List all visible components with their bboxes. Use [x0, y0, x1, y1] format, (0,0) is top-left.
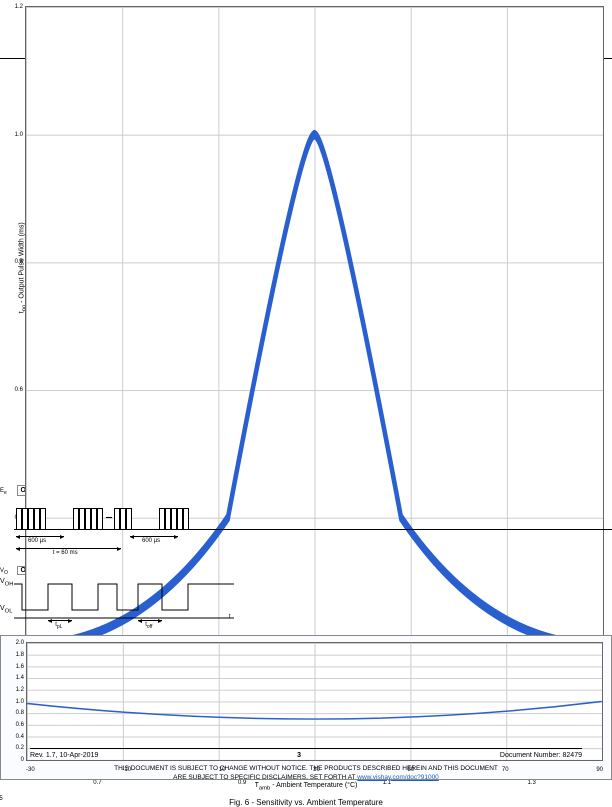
footer-rev: Rev. 1.7, 10-Apr-2019 — [30, 752, 98, 759]
footer-disclaimer: THIS DOCUMENT IS SUBJECT TO CHANGE WITHO… — [30, 765, 582, 782]
footer-page: 3 — [297, 752, 301, 759]
disclaimer-link[interactable]: www.vishay.com/doc?91000 — [357, 774, 439, 781]
footer-doc: Document Number: 82479 — [500, 752, 582, 759]
page-footer: Rev. 1.7, 10-Apr-2019 3 Document Number:… — [30, 748, 582, 782]
fig5-ref: 16925 — [0, 796, 3, 802]
fig6-caption: Fig. 6 - Sensitivity vs. Ambient Tempera… — [0, 798, 612, 807]
svg-text:t: t — [229, 614, 231, 620]
fig6-grid — [26, 642, 603, 761]
fig5-cell: Ee min./Ee - Relative Responsivity 1.21.… — [321, 281, 572, 452]
charts-grid: Ee Optical Test Signal(IR diode TSAL6200… — [0, 94, 612, 484]
fig6-curve — [27, 643, 602, 760]
fig3-output-wave: t — [14, 578, 234, 620]
fig6-yticks: 2.01.81.61.41.21.00.80.60.40.20 — [9, 640, 24, 763]
